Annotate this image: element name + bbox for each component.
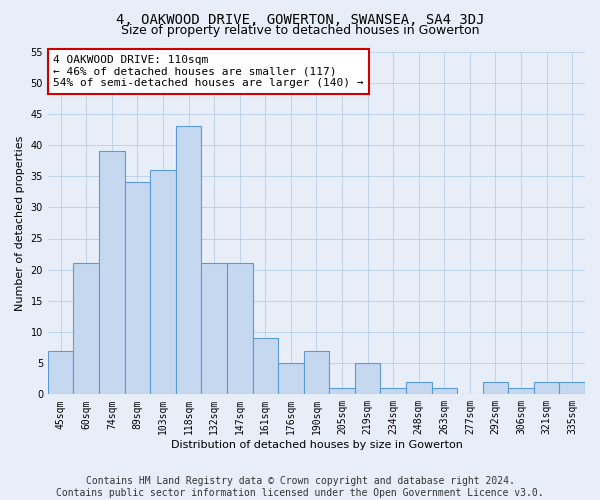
- Bar: [534, 382, 559, 394]
- Bar: [406, 382, 431, 394]
- Text: Size of property relative to detached houses in Gowerton: Size of property relative to detached ho…: [121, 24, 479, 37]
- Y-axis label: Number of detached properties: Number of detached properties: [15, 135, 25, 310]
- Bar: [48, 350, 73, 395]
- Bar: [150, 170, 176, 394]
- Bar: [99, 151, 125, 394]
- Bar: [227, 264, 253, 394]
- Bar: [329, 388, 355, 394]
- Bar: [202, 264, 227, 394]
- Text: Contains HM Land Registry data © Crown copyright and database right 2024.
Contai: Contains HM Land Registry data © Crown c…: [56, 476, 544, 498]
- Text: 4, OAKWOOD DRIVE, GOWERTON, SWANSEA, SA4 3DJ: 4, OAKWOOD DRIVE, GOWERTON, SWANSEA, SA4…: [116, 12, 484, 26]
- Bar: [253, 338, 278, 394]
- Bar: [482, 382, 508, 394]
- Bar: [431, 388, 457, 394]
- Bar: [176, 126, 202, 394]
- Bar: [559, 382, 585, 394]
- Bar: [125, 182, 150, 394]
- Bar: [304, 350, 329, 395]
- Bar: [355, 363, 380, 394]
- Bar: [508, 388, 534, 394]
- Bar: [380, 388, 406, 394]
- Bar: [73, 264, 99, 394]
- X-axis label: Distribution of detached houses by size in Gowerton: Distribution of detached houses by size …: [170, 440, 463, 450]
- Bar: [278, 363, 304, 394]
- Text: 4 OAKWOOD DRIVE: 110sqm
← 46% of detached houses are smaller (117)
54% of semi-d: 4 OAKWOOD DRIVE: 110sqm ← 46% of detache…: [53, 55, 364, 88]
